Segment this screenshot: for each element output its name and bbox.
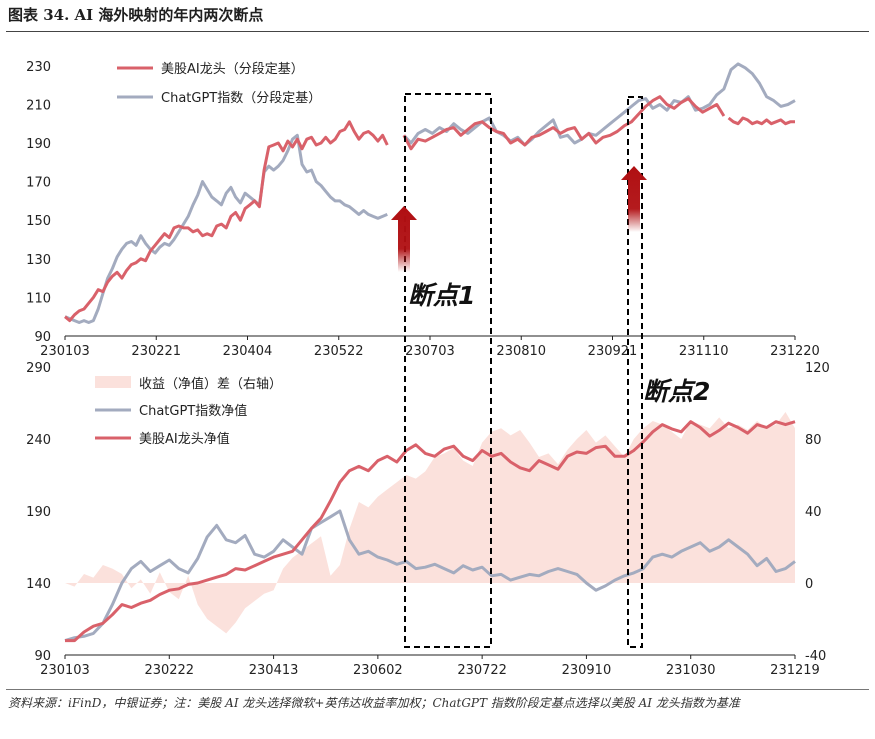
y-tick-label: 90 — [34, 330, 51, 345]
y-tick-label: 240 — [26, 433, 51, 448]
series-line — [402, 62, 796, 147]
y2-tick-label: 80 — [805, 433, 822, 448]
footer-rule — [6, 689, 869, 690]
break2-label: 断点2 — [643, 377, 710, 406]
series-line — [64, 120, 389, 323]
figure-canvas: 90 110 130 150 170 190 210 230 230103 230221 23040… — [26, 60, 830, 678]
legend-label: 收益（净值）差（右轴） — [139, 376, 282, 392]
figure-title: 图表 34. AI 海外映射的年内两次断点 — [8, 6, 264, 24]
y-tick-label: 290 — [26, 361, 51, 376]
series-line — [64, 133, 388, 324]
x-tick-label: 231110 — [679, 344, 729, 359]
x-tick-label: 230921 — [588, 344, 638, 359]
x-tick-label: 231219 — [770, 663, 820, 678]
top-chart: 90 110 130 150 170 190 210 230 230103 230221 23040… — [26, 60, 820, 359]
x-tick-label: 230103 — [40, 344, 90, 359]
y-tick-label: 170 — [26, 176, 51, 191]
x-tick-label: 230222 — [144, 663, 194, 678]
x-tick-label: 230221 — [131, 344, 181, 359]
break1-label: 断点1 — [408, 281, 475, 310]
y-tick-label: 230 — [26, 60, 51, 75]
legend-label: 美股AI龙头净值 — [139, 431, 230, 447]
x-tick-label: 230404 — [223, 344, 273, 359]
x-tick-label: 230522 — [314, 344, 364, 359]
break2-box — [627, 96, 643, 648]
break2-arrow-icon — [621, 166, 647, 232]
x-tick-label: 231220 — [770, 344, 820, 359]
y2-tick-label: -40 — [805, 649, 826, 664]
y-tick-label: 210 — [26, 98, 51, 113]
x-tick-label: 230602 — [353, 663, 403, 678]
y-tick-label: 140 — [26, 577, 51, 592]
break1-box — [404, 93, 492, 648]
chatgpt-nav-line — [64, 509, 796, 643]
x-tick-label: 230703 — [405, 344, 455, 359]
legend-label: ChatGPT指数净值 — [139, 403, 247, 419]
legend-label: ChatGPT指数（分段定基） — [161, 91, 321, 106]
y-tick-label: 150 — [26, 214, 51, 229]
y2-tick-label: 0 — [805, 577, 813, 592]
x-tick-label: 231030 — [666, 663, 716, 678]
y-tick-label: 190 — [26, 137, 51, 152]
x-tick-label: 230722 — [457, 663, 507, 678]
y-tick-label: 90 — [34, 649, 51, 664]
y-tick-label: 190 — [26, 505, 51, 520]
series-line — [402, 95, 726, 151]
legend-label: 美股AI龙头（分段定基） — [161, 62, 304, 77]
legend-swatch — [95, 376, 131, 388]
y-tick-label: 110 — [26, 291, 51, 306]
series-line — [727, 116, 795, 126]
x-tick-label: 230103 — [40, 663, 90, 678]
y-tick-label: 130 — [26, 253, 51, 268]
x-tick-label: 230810 — [496, 344, 546, 359]
source-footnote: 资料来源：iFinD，中银证券；注：美股 AI 龙头选择微软+英伟达收益率加权；… — [8, 696, 740, 710]
x-tick-label: 230413 — [249, 663, 299, 678]
break1-arrow-icon — [391, 206, 417, 272]
x-tick-label: 230910 — [562, 663, 612, 678]
title-rule — [6, 31, 869, 32]
difference-area — [65, 412, 795, 634]
y2-tick-label: 40 — [805, 505, 822, 520]
ai-leader-nav-line — [65, 420, 796, 643]
bottom-chart: 90 140 190 240 290 230103 230222 230413 230602 23… — [26, 361, 830, 678]
y2-tick-label: 120 — [805, 361, 830, 376]
